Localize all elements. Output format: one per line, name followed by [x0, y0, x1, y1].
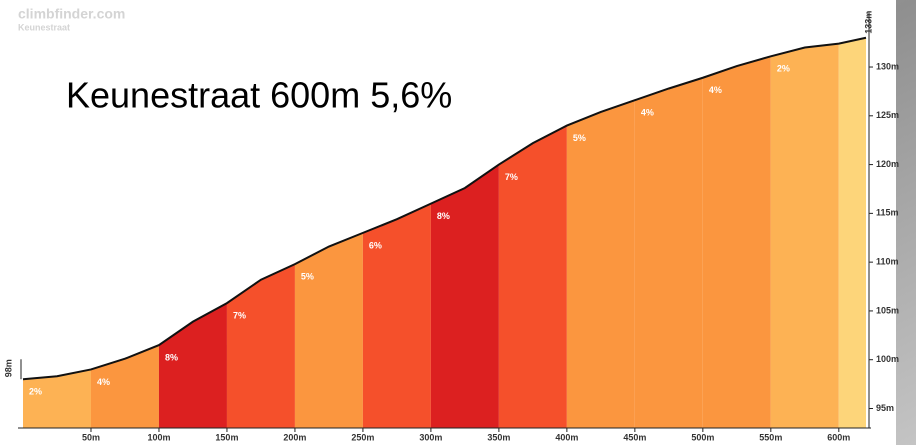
x-tick-label: 200m: [283, 432, 306, 442]
y-tick-label: 115m: [876, 208, 899, 218]
watermark: climbfinder.com: [18, 6, 125, 22]
x-tick-label: 550m: [759, 432, 782, 442]
grade-label: 7%: [233, 310, 246, 320]
grade-label: 4%: [709, 85, 722, 95]
x-tick-label: 600m: [827, 432, 850, 442]
x-tick-label: 350m: [487, 432, 510, 442]
grade-segment: [294, 232, 363, 428]
end-label: 133m: [863, 11, 873, 34]
y-tick-label: 125m: [876, 110, 899, 120]
grade-segment: [226, 264, 295, 428]
grade-segment: [90, 345, 159, 428]
grade-segment: [566, 100, 635, 428]
x-tick-label: 250m: [351, 432, 374, 442]
y-tick-label: 110m: [876, 257, 899, 267]
grade-segment: [23, 369, 91, 428]
y-tick-label: 100m: [876, 354, 899, 364]
grade-segment: [362, 203, 431, 428]
grade-segment: [702, 56, 771, 428]
x-tick-label: 450m: [623, 432, 646, 442]
y-tick-label: 105m: [876, 305, 899, 315]
x-tick-label: 400m: [555, 432, 578, 442]
grade-label: 5%: [301, 271, 314, 281]
grade-label: 8%: [437, 211, 450, 221]
grade-label: 2%: [29, 387, 42, 397]
grade-segment: [770, 43, 839, 429]
grade-label: 2%: [777, 64, 790, 74]
grade-segment: [634, 77, 703, 428]
chart-title: Keunestraat 600m 5,6%: [66, 75, 452, 116]
grade-segment: [498, 125, 567, 428]
y-tick-label: 95m: [876, 403, 894, 413]
profile-line: [22, 36, 867, 381]
grade-segment: [430, 164, 499, 428]
grade-label: 4%: [641, 108, 654, 118]
x-tick-label: 50m: [82, 432, 100, 442]
grade-label: 5%: [573, 133, 586, 143]
grade-label: 7%: [505, 172, 518, 182]
x-tick-label: 500m: [691, 432, 714, 442]
watermark-subtitle: Keunestraat: [18, 22, 70, 32]
grade-label: 8%: [165, 352, 178, 362]
y-tick-label: 120m: [876, 159, 899, 169]
grade-segment: [838, 37, 866, 428]
x-tick-label: 150m: [215, 432, 238, 442]
x-tick-label: 100m: [147, 432, 170, 442]
start-label: 98m: [3, 359, 13, 377]
x-tick-label: 300m: [419, 432, 442, 442]
grade-label: 4%: [97, 377, 110, 387]
grade-label: 6%: [369, 240, 382, 250]
y-tick-label: 130m: [876, 61, 899, 71]
